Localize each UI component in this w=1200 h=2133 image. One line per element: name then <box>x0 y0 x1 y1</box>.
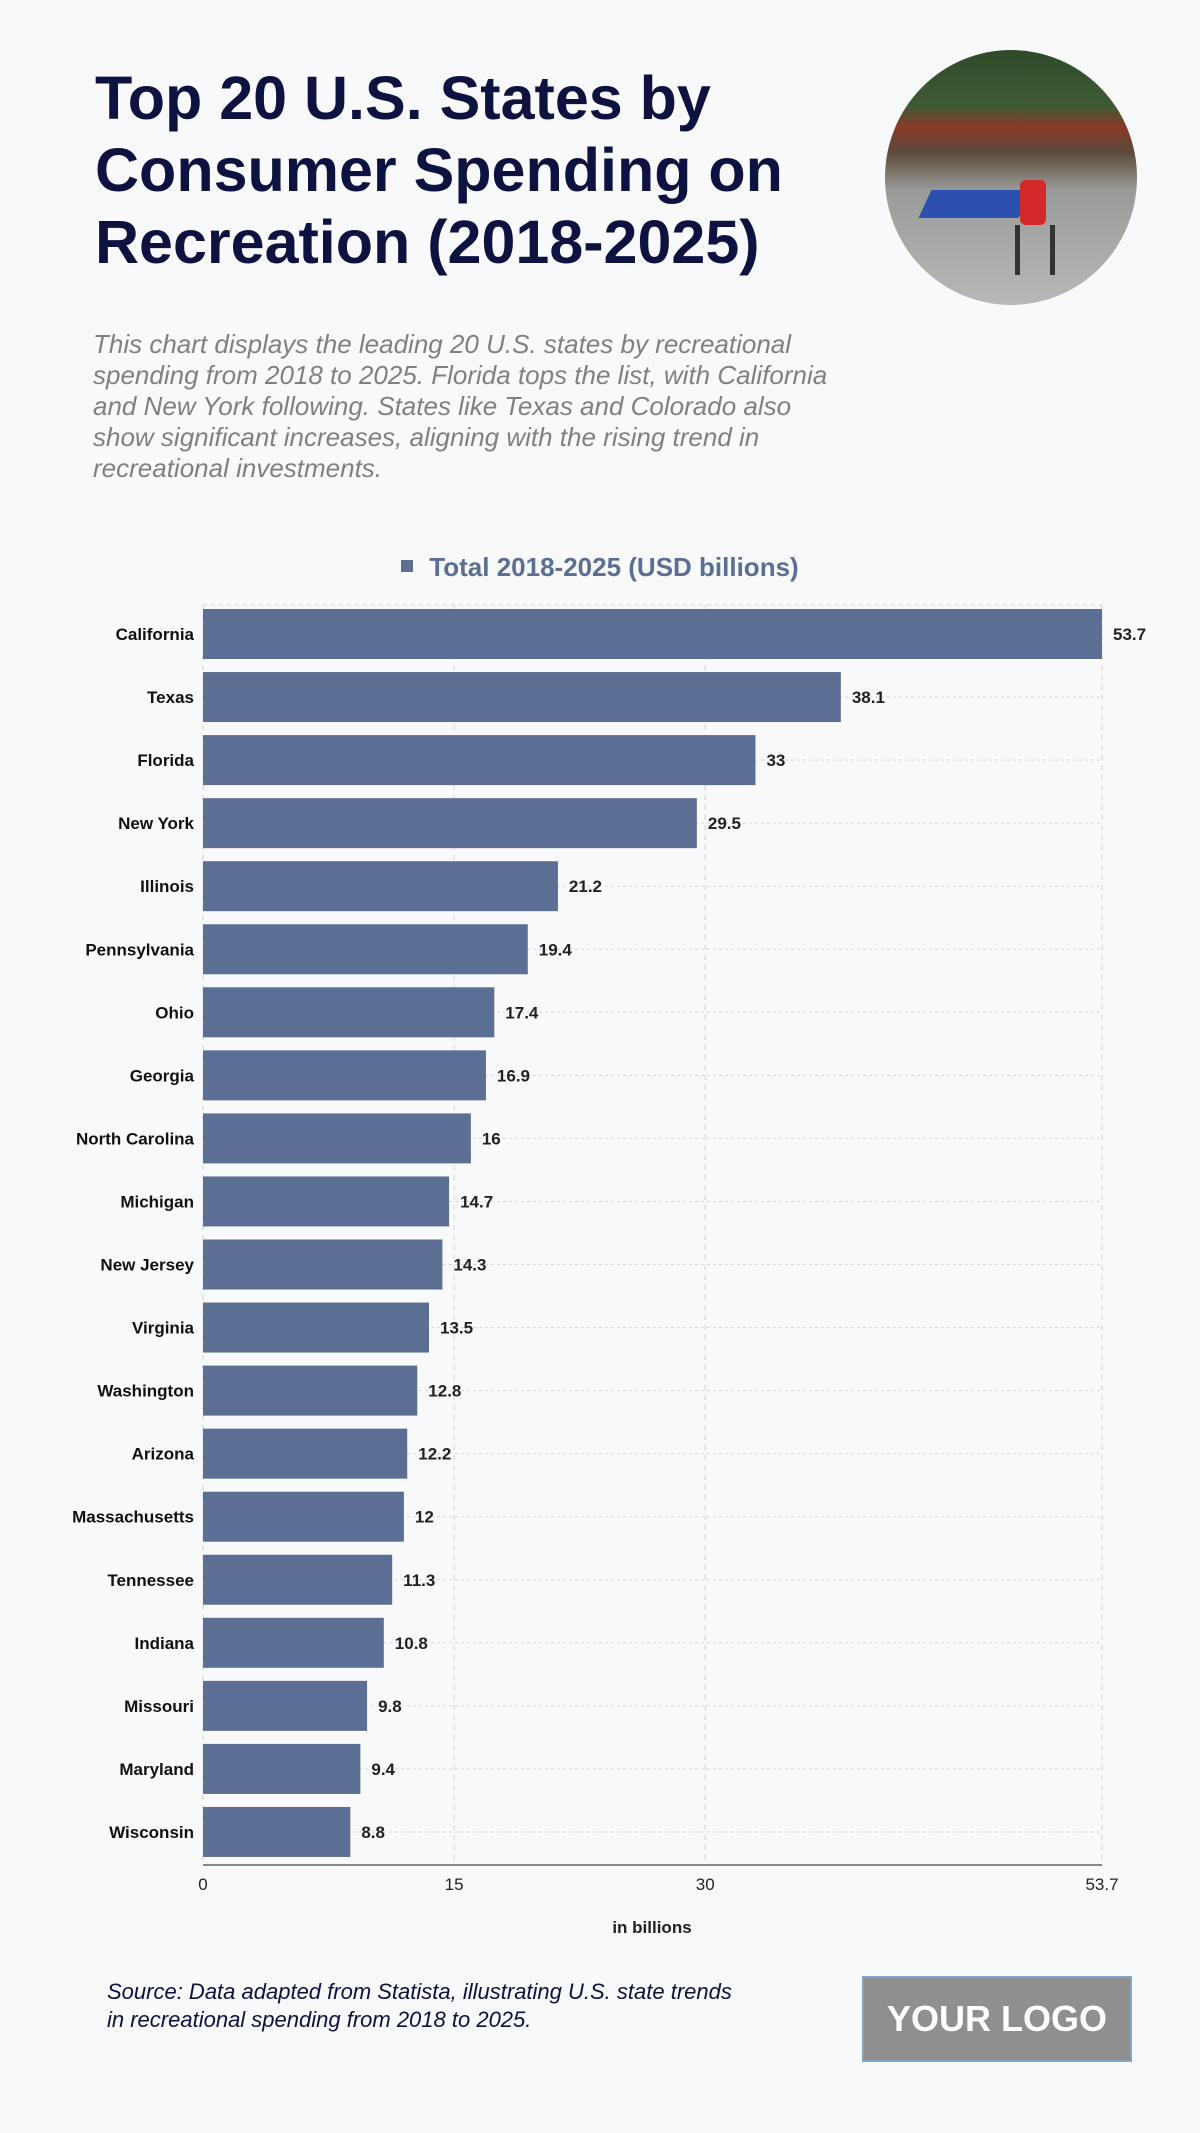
data-label: 12 <box>415 1508 434 1527</box>
bar <box>203 1302 430 1353</box>
data-label: 38.1 <box>852 688 885 707</box>
bar <box>203 1428 408 1479</box>
data-label: 17.4 <box>505 1003 539 1022</box>
data-label: 16.9 <box>497 1066 530 1085</box>
category-label: Michigan <box>120 1192 194 1211</box>
bar <box>203 1491 404 1542</box>
data-label: 11.3 <box>403 1571 435 1590</box>
data-label: 33 <box>766 751 785 770</box>
bar-chart: 0 15 30 53.7 California 53.7 Texas 38.1 Florida 3… <box>72 604 1146 1937</box>
data-label: 14.3 <box>453 1256 486 1275</box>
data-label: 9.4 <box>371 1760 395 1779</box>
bar <box>203 987 495 1038</box>
x-tick-label: 53.7 <box>1085 1875 1118 1894</box>
category-label: New York <box>118 814 194 833</box>
x-axis-title: in billions <box>612 1918 691 1937</box>
bar <box>203 1806 351 1857</box>
category-label: Missouri <box>124 1697 194 1716</box>
category-label: Maryland <box>119 1760 194 1779</box>
category-label: Massachusetts <box>72 1508 194 1527</box>
data-label: 19.4 <box>539 940 573 959</box>
data-label: 14.7 <box>460 1192 493 1211</box>
data-label: 53.7 <box>1113 625 1146 644</box>
bar <box>203 1554 393 1605</box>
source-note: Source: Data adapted from Statista, illu… <box>107 1979 732 2032</box>
bar <box>203 609 1102 659</box>
data-label: 12.8 <box>428 1382 461 1401</box>
data-label: 12.2 <box>418 1445 451 1464</box>
bar <box>203 1617 384 1668</box>
category-label: Virginia <box>132 1319 195 1338</box>
data-label: 21.2 <box>569 877 602 896</box>
bar <box>203 924 528 975</box>
category-label: Illinois <box>140 877 194 896</box>
bar <box>203 1365 418 1416</box>
bar <box>203 1050 486 1101</box>
category-label: New Jersey <box>100 1256 194 1275</box>
bar <box>203 735 756 786</box>
category-label: Indiana <box>134 1634 194 1653</box>
logo-placeholder: YOUR LOGO <box>862 1976 1132 2062</box>
category-label: Georgia <box>130 1066 195 1085</box>
bar <box>203 861 558 912</box>
category-label: North Carolina <box>76 1129 195 1148</box>
table-tennis-photo <box>885 50 1137 305</box>
bar <box>203 1176 450 1227</box>
data-label: 29.5 <box>708 814 741 833</box>
category-label: Florida <box>137 751 194 770</box>
category-label: Texas <box>147 688 194 707</box>
data-label: 9.8 <box>378 1697 402 1716</box>
legend-swatch <box>401 560 414 573</box>
bar <box>203 672 841 723</box>
x-tick-label: 0 <box>198 1875 207 1894</box>
legend: Total 2018-2025 (USD billions) <box>0 552 1200 583</box>
player <box>1020 180 1046 225</box>
bar <box>203 1680 368 1731</box>
player-legs <box>1015 225 1055 275</box>
chart-description: This chart displays the leading 20 U.S. … <box>93 329 828 483</box>
category-label: Arizona <box>132 1445 195 1464</box>
category-label: Tennessee <box>107 1571 194 1590</box>
category-label: Wisconsin <box>109 1823 194 1842</box>
bar <box>203 1113 471 1164</box>
x-tick-label: 30 <box>696 1875 715 1894</box>
bar <box>203 1743 361 1794</box>
page-title: Top 20 U.S. States by Consumer Spending … <box>95 64 783 276</box>
bar <box>203 1239 443 1290</box>
data-label: 16 <box>482 1129 501 1148</box>
data-label: 10.8 <box>395 1634 428 1653</box>
category-label: Washington <box>97 1382 194 1401</box>
data-label: 13.5 <box>440 1319 473 1338</box>
category-label: Pennsylvania <box>85 940 194 959</box>
x-tick-label: 15 <box>445 1875 464 1894</box>
category-label: Ohio <box>155 1003 194 1022</box>
bar <box>203 798 697 849</box>
category-label: California <box>116 625 195 644</box>
legend-label: Total 2018-2025 (USD billions) <box>429 552 799 582</box>
data-label: 8.8 <box>361 1823 385 1842</box>
